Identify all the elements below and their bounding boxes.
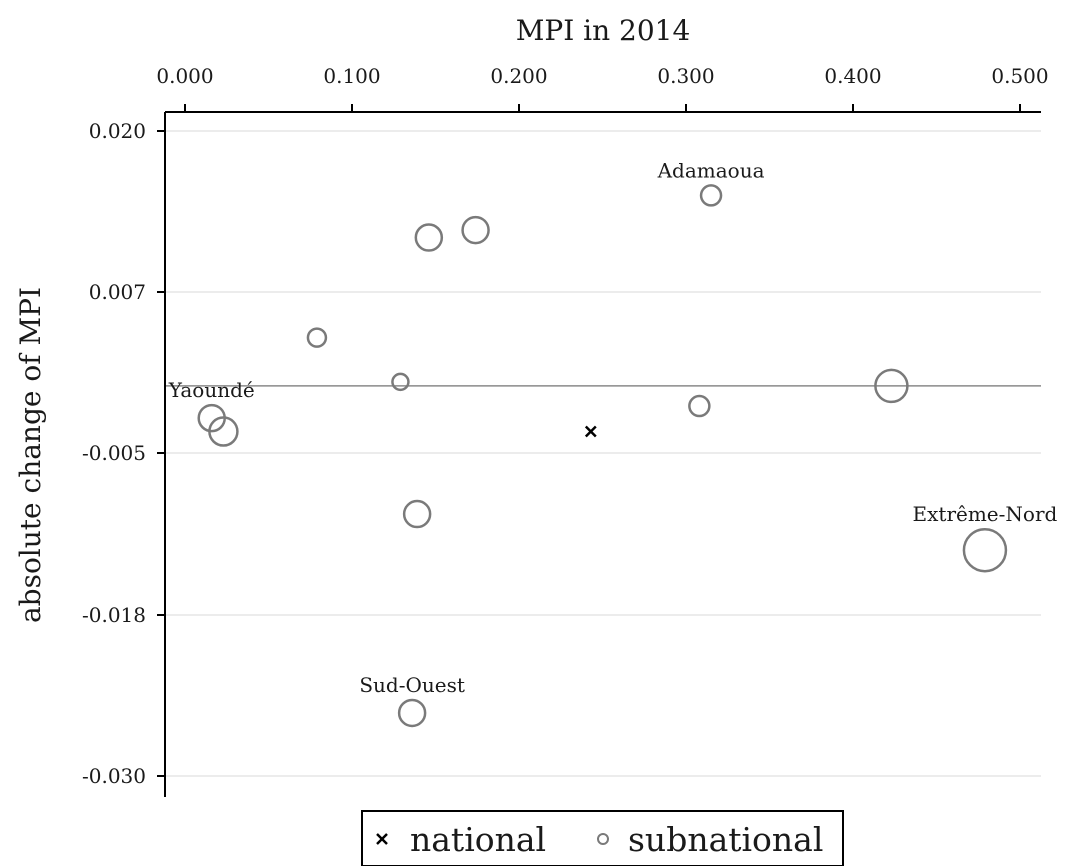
subnational-point: [391, 372, 410, 392]
y-tick-label: 0.020: [89, 119, 146, 143]
y-tick-label: 0.007: [89, 280, 146, 304]
point-label: Yaoundé: [168, 378, 255, 402]
x-tick-label: 0.100: [323, 64, 380, 88]
x-axis-title: MPI in 2014: [516, 14, 691, 47]
legend-label-national: national: [410, 820, 546, 859]
x-tick-label: 0.000: [156, 64, 213, 88]
national-point: [584, 425, 597, 438]
subnational-point: [208, 416, 239, 447]
legend-marker-national: [376, 833, 388, 845]
legend: national subnational: [361, 810, 844, 866]
legend-box: [361, 810, 844, 866]
point-label: Adamaoua: [657, 158, 765, 182]
legend-label-subnational: subnational: [628, 820, 823, 859]
point-labels: Adamaoua Yaoundé Extrême-Nord Sud-Ouest: [168, 158, 1058, 697]
x-tick-label: 0.200: [490, 64, 547, 88]
subnational-point: [414, 223, 444, 252]
y-tick-label: -0.030: [82, 764, 146, 788]
x-tick-label: 0.500: [991, 64, 1048, 88]
subnational-point: [699, 184, 723, 207]
point-label: Extrême-Nord: [913, 502, 1058, 526]
data-points: [197, 184, 1008, 728]
y-tick-label: -0.005: [82, 441, 146, 465]
subnational-point: [402, 499, 432, 529]
subnational-point: [874, 368, 909, 404]
axes: 0.000 0.100 0.200 0.300 0.400 0.500 0.020 0.007…: [82, 64, 1049, 797]
subnational-point: [397, 698, 427, 728]
y-axis-title: absolute change of MPI: [14, 287, 47, 623]
legend-marker-subnational: [597, 833, 609, 845]
point-label: Sud-Ouest: [359, 673, 465, 697]
subnational-point: [962, 527, 1008, 573]
grid-lines: [165, 130, 1041, 777]
y-tick-label: -0.018: [82, 603, 146, 627]
x-tick-label: 0.400: [824, 64, 881, 88]
national-point-stroke: [584, 425, 597, 438]
subnational-point: [461, 215, 490, 245]
subnational-point: [306, 327, 328, 348]
x-tick-label: 0.300: [657, 64, 714, 88]
subnational-point: [688, 394, 711, 418]
